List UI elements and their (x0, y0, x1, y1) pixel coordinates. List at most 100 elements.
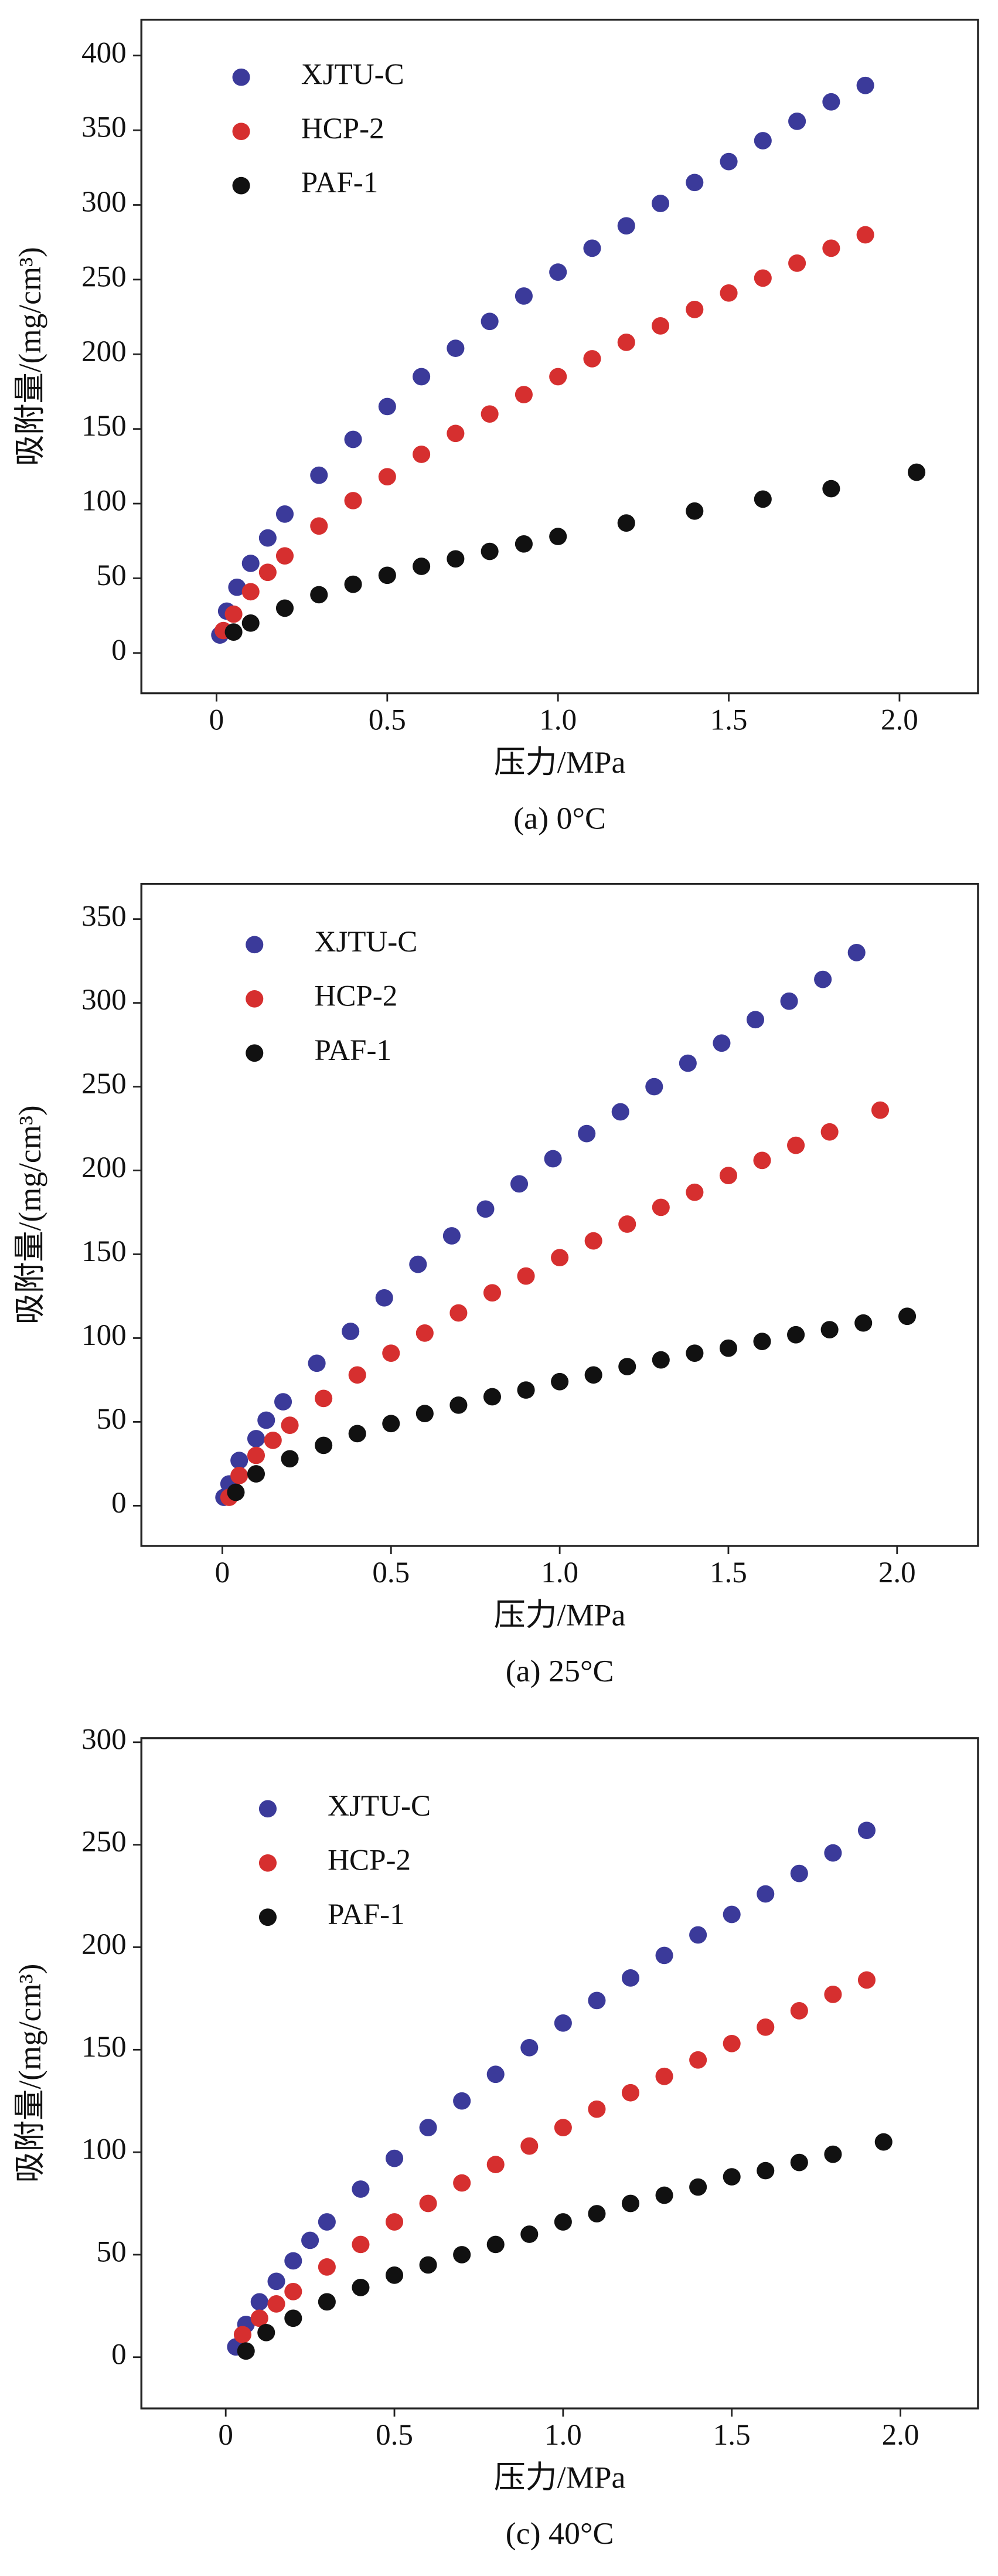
caption: (c) 40°C (506, 2516, 614, 2551)
point (847, 944, 866, 961)
point (754, 132, 772, 149)
point (409, 1255, 427, 1273)
y-tick-label: 300 (81, 1723, 127, 1756)
point (250, 2309, 268, 2327)
point (344, 492, 362, 509)
point (318, 2258, 336, 2276)
point (549, 528, 567, 545)
point (754, 490, 772, 508)
y-tick-label: 50 (97, 2235, 127, 2268)
legend-marker (258, 1854, 277, 1872)
point (578, 1124, 596, 1143)
point (449, 1304, 468, 1322)
point (588, 2100, 606, 2118)
point (447, 424, 465, 443)
point (517, 1267, 535, 1285)
point (689, 2051, 707, 2069)
point (856, 226, 874, 244)
x-axis-label: 压力/MPa (494, 745, 626, 780)
point (549, 263, 567, 281)
point (486, 2235, 505, 2254)
point (344, 575, 362, 593)
point (378, 468, 396, 486)
point (588, 2205, 606, 2222)
point (415, 1324, 434, 1342)
point (247, 1465, 265, 1483)
point (588, 1992, 606, 2010)
point (419, 2256, 437, 2274)
x-tick-label: 1.0 (544, 2418, 582, 2451)
point (375, 1289, 393, 1307)
point (310, 517, 328, 535)
point (447, 339, 465, 357)
y-tick-label: 100 (81, 484, 127, 517)
caption: (a) 0°C (513, 801, 606, 836)
point (618, 1215, 636, 1233)
point (230, 1467, 248, 1484)
point (310, 586, 328, 604)
point (787, 1326, 805, 1344)
point (481, 405, 499, 423)
x-tick-label: 1.5 (710, 1556, 747, 1589)
point (824, 1844, 842, 1862)
point (753, 1333, 771, 1351)
point (655, 1946, 673, 1965)
point (621, 2084, 640, 2102)
point (723, 2034, 741, 2052)
x-tick-label: 2.0 (882, 2418, 919, 2451)
point (686, 1344, 704, 1362)
point (790, 2153, 808, 2171)
y-tick-label: 250 (81, 260, 127, 293)
x-tick-label: 0 (209, 704, 224, 736)
y-tick-label: 200 (81, 335, 127, 368)
point (241, 614, 260, 632)
legend-label: HCP-2 (301, 112, 384, 145)
plot-frame (140, 18, 979, 695)
legend-marker (258, 1908, 277, 1926)
point (382, 1344, 400, 1362)
x-tick-label: 0.5 (376, 2418, 413, 2451)
point (757, 2018, 775, 2036)
x-axis-label: 压力/MPa (494, 2460, 626, 2495)
point (723, 1905, 741, 1923)
point (348, 1366, 366, 1384)
point (618, 1358, 636, 1375)
y-tick-label: 50 (97, 559, 127, 592)
x-tick-label: 1.0 (541, 1556, 578, 1589)
point (267, 2272, 285, 2290)
point (686, 300, 704, 318)
y-axis-label: 吸附量/(mg/cm³) (12, 1964, 47, 2183)
point (753, 1151, 771, 1170)
point (247, 1430, 265, 1447)
point (224, 605, 243, 623)
y-tick-label: 350 (81, 111, 127, 144)
point (352, 2180, 370, 2198)
x-tick-label: 2.0 (878, 1556, 916, 1589)
point (651, 317, 670, 335)
point (483, 1284, 502, 1302)
point (757, 1885, 775, 1903)
point (780, 992, 798, 1010)
x-tick-label: 1.5 (713, 2418, 751, 2451)
point (617, 217, 635, 235)
point (378, 397, 396, 416)
x-tick-label: 0.5 (369, 704, 406, 736)
legend-marker (246, 990, 264, 1008)
point (453, 2246, 471, 2264)
point (746, 1011, 765, 1029)
plot-frame (140, 1737, 979, 2410)
point (544, 1150, 562, 1168)
point (874, 2133, 893, 2151)
point (857, 1971, 876, 1989)
point (481, 312, 499, 331)
point (258, 529, 277, 547)
point (720, 284, 738, 302)
point (757, 2162, 775, 2180)
point (857, 1821, 876, 1840)
point (719, 1167, 737, 1184)
point (713, 1034, 731, 1052)
y-tick-label: 150 (81, 410, 127, 443)
point (382, 1415, 400, 1433)
